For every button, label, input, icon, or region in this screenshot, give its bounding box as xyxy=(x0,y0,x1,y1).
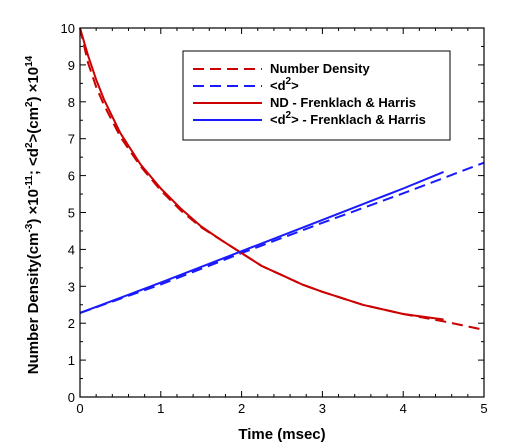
x-tick-label: 1 xyxy=(157,401,164,416)
legend-box xyxy=(182,50,451,141)
legend-label: <d2> xyxy=(270,76,299,93)
y-tick-label: 2 xyxy=(68,316,75,331)
x-tick-label: 2 xyxy=(238,401,245,416)
legend-label: ND - Frenklach & Harris xyxy=(270,95,416,110)
x-axis-title: Time (msec) xyxy=(238,426,325,443)
y-tick-label: 1 xyxy=(68,353,75,368)
y-tick-label: 8 xyxy=(68,95,75,110)
legend-label: <d2> - Frenklach & Harris xyxy=(270,110,426,127)
legend: Number Density<d2> ND - Frenklach & Harri… xyxy=(182,50,451,141)
x-tick-label: 5 xyxy=(480,401,487,416)
y-tick-label: 4 xyxy=(68,242,75,257)
x-tick-label: 3 xyxy=(319,401,326,416)
x-tick-label: 4 xyxy=(400,401,407,416)
x-tick-label: 0 xyxy=(76,401,83,416)
y-tick-label: 3 xyxy=(68,279,75,294)
series-line-4 xyxy=(79,170,444,314)
y-tick-label: 7 xyxy=(68,132,75,147)
plot-frame xyxy=(79,27,485,398)
y-tick-label: 5 xyxy=(68,206,75,221)
y-tick-label: 9 xyxy=(68,58,75,73)
ticks-layer: 0 1 2 3 4 5 0 1 2 3 4 5 6 7 8 9 10 xyxy=(61,21,488,416)
series-line-3 xyxy=(79,27,444,321)
y-tick-label: 6 xyxy=(68,169,75,184)
legend-label: Number Density xyxy=(270,61,370,76)
plot-layer xyxy=(79,27,485,331)
y-tick-label: 0 xyxy=(68,390,75,405)
series-line-2 xyxy=(79,161,485,314)
y-axis-title: Number Density(cm-3) ×10-11; <d2>(cm2) ×… xyxy=(24,55,42,374)
y-tick-label: 10 xyxy=(61,21,75,36)
